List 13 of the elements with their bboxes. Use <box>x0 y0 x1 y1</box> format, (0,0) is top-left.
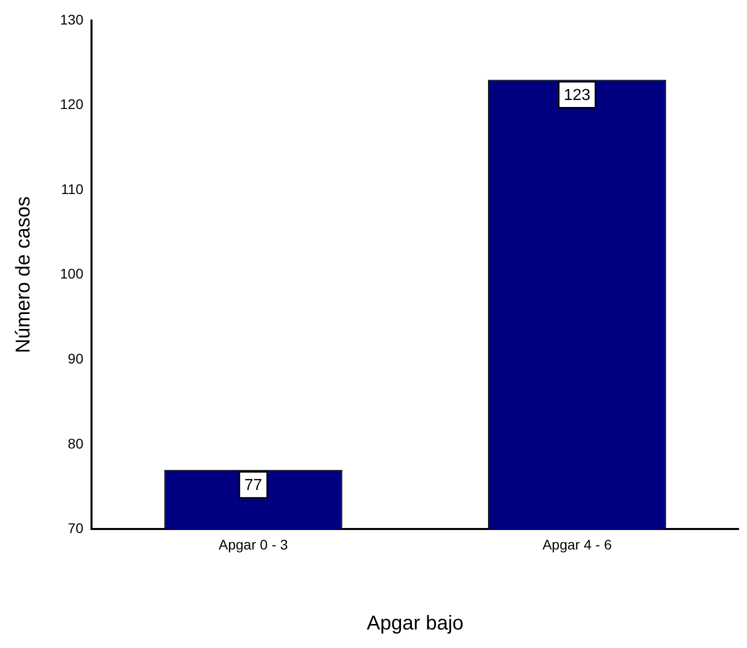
y-tick-label: 100 <box>60 266 84 282</box>
y-tick-label: 90 <box>68 350 84 366</box>
y-tick-label: 110 <box>61 180 84 197</box>
x-tick-label: Apgar 4 - 6 <box>542 536 612 552</box>
y-tick-label: 80 <box>68 435 84 452</box>
x-tick-label: Apgar 0 - 3 <box>218 536 288 552</box>
y-tick-label: 130 <box>60 11 84 28</box>
x-axis-title: Apgar bajo <box>366 612 464 635</box>
data-label: 123 <box>564 87 591 104</box>
y-axis-title: Número de casos <box>12 196 35 354</box>
data-label: 77 <box>244 477 262 494</box>
y-tick-label: 70 <box>68 520 84 536</box>
y-tick-label: 120 <box>60 96 84 112</box>
